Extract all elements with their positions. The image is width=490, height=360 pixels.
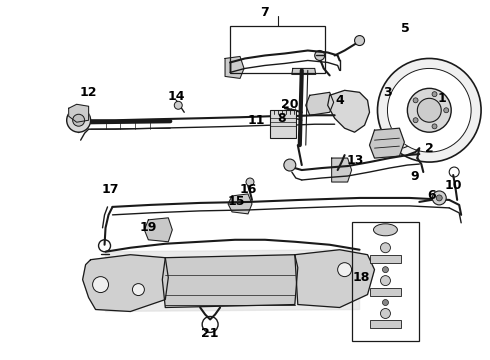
Circle shape (407, 88, 451, 132)
Text: 10: 10 (444, 180, 462, 193)
Text: 3: 3 (383, 86, 392, 99)
Text: 21: 21 (201, 327, 219, 340)
Text: 6: 6 (427, 189, 436, 202)
Circle shape (132, 284, 145, 296)
Circle shape (436, 195, 442, 201)
Polygon shape (371, 73, 434, 150)
Circle shape (432, 191, 446, 205)
Text: 5: 5 (401, 22, 410, 35)
Text: 15: 15 (227, 195, 245, 208)
Circle shape (432, 92, 437, 96)
Circle shape (380, 309, 391, 319)
Circle shape (338, 263, 352, 276)
Text: 1: 1 (438, 92, 446, 105)
Bar (270, 110, 296, 138)
Polygon shape (369, 128, 404, 158)
Text: 8: 8 (277, 112, 286, 125)
Polygon shape (292, 68, 316, 75)
Polygon shape (162, 255, 298, 307)
Bar (369, 288, 401, 296)
Bar (369, 320, 401, 328)
Polygon shape (228, 194, 252, 214)
Text: 4: 4 (335, 94, 344, 107)
Circle shape (383, 300, 389, 306)
Text: 11: 11 (247, 114, 265, 127)
Ellipse shape (373, 224, 397, 236)
Circle shape (413, 98, 418, 103)
Text: 2: 2 (425, 141, 434, 155)
Polygon shape (145, 218, 172, 242)
Text: 18: 18 (353, 271, 370, 284)
Circle shape (315, 50, 325, 60)
Bar (369, 255, 401, 263)
Text: 9: 9 (410, 170, 418, 183)
Circle shape (380, 243, 391, 253)
Circle shape (377, 58, 481, 162)
Circle shape (67, 108, 91, 132)
Circle shape (444, 108, 449, 113)
Text: 16: 16 (239, 184, 257, 197)
Circle shape (388, 68, 471, 152)
Circle shape (93, 276, 108, 293)
Text: 20: 20 (281, 98, 298, 111)
Circle shape (383, 267, 389, 273)
Circle shape (413, 118, 418, 123)
Circle shape (246, 178, 254, 186)
Circle shape (284, 159, 296, 171)
Polygon shape (295, 250, 374, 307)
Text: 12: 12 (80, 86, 98, 99)
Polygon shape (306, 92, 334, 115)
Circle shape (73, 114, 85, 126)
Text: 13: 13 (347, 154, 364, 167)
Polygon shape (69, 104, 89, 122)
Polygon shape (225, 57, 244, 78)
Circle shape (355, 36, 365, 45)
Text: 19: 19 (140, 221, 157, 234)
Polygon shape (332, 158, 352, 182)
Circle shape (432, 124, 437, 129)
Text: 17: 17 (102, 184, 119, 197)
Bar (230, 26, 325, 73)
Text: 7: 7 (261, 6, 270, 19)
Circle shape (417, 98, 441, 122)
Bar (352, 222, 419, 341)
Circle shape (380, 276, 391, 285)
Polygon shape (105, 250, 360, 311)
Text: 14: 14 (168, 90, 185, 103)
Polygon shape (328, 90, 369, 132)
Polygon shape (83, 255, 168, 311)
Circle shape (174, 101, 182, 109)
